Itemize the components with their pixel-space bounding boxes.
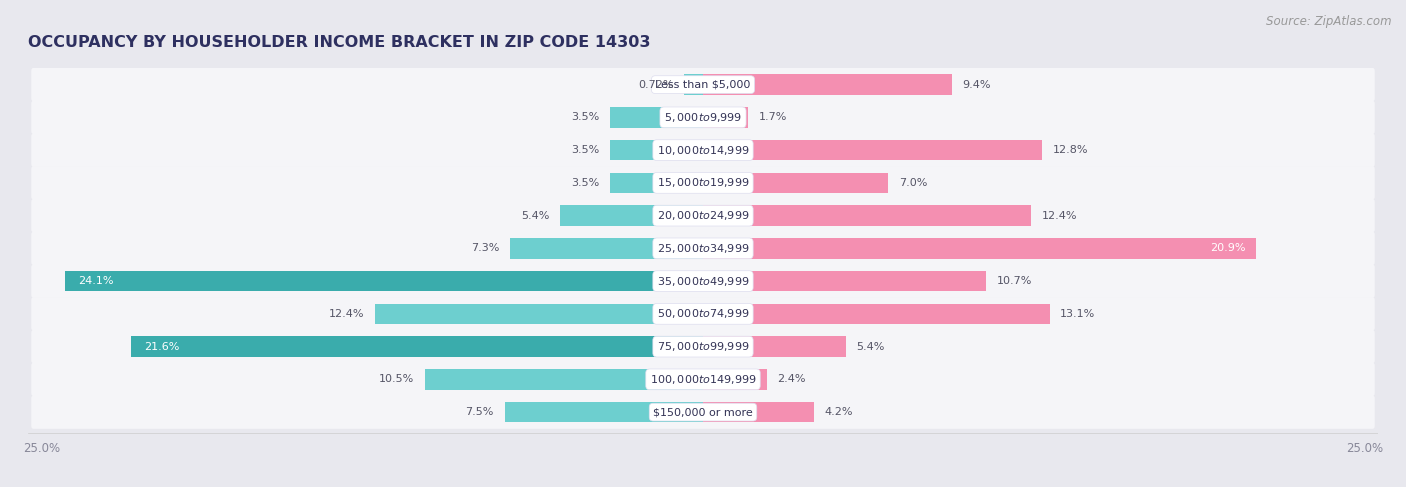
Text: $100,000 to $149,999: $100,000 to $149,999 [650, 373, 756, 386]
Bar [505, 402, 703, 422]
Bar [65, 271, 703, 291]
Text: 7.5%: 7.5% [465, 407, 494, 417]
Bar [425, 369, 703, 390]
Text: 2.4%: 2.4% [778, 375, 806, 384]
Text: $75,000 to $99,999: $75,000 to $99,999 [657, 340, 749, 353]
Text: OCCUPANCY BY HOUSEHOLDER INCOME BRACKET IN ZIP CODE 14303: OCCUPANCY BY HOUSEHOLDER INCOME BRACKET … [28, 36, 651, 50]
FancyBboxPatch shape [31, 68, 1375, 101]
FancyBboxPatch shape [31, 133, 1375, 167]
Text: 10.7%: 10.7% [997, 276, 1032, 286]
Text: $25,000 to $34,999: $25,000 to $34,999 [657, 242, 749, 255]
Bar [703, 304, 1050, 324]
Bar [703, 206, 1031, 226]
FancyBboxPatch shape [31, 166, 1375, 200]
Text: 0.72%: 0.72% [638, 80, 673, 90]
Text: $20,000 to $24,999: $20,000 to $24,999 [657, 209, 749, 222]
Text: $15,000 to $19,999: $15,000 to $19,999 [657, 176, 749, 189]
Bar [703, 107, 748, 128]
FancyBboxPatch shape [31, 199, 1375, 232]
Bar [703, 369, 766, 390]
FancyBboxPatch shape [31, 395, 1375, 429]
Text: 9.4%: 9.4% [962, 80, 991, 90]
Text: 24.1%: 24.1% [79, 276, 114, 286]
Text: $10,000 to $14,999: $10,000 to $14,999 [657, 144, 749, 157]
Text: 20.9%: 20.9% [1211, 244, 1246, 253]
Text: 21.6%: 21.6% [145, 341, 180, 352]
Bar [703, 140, 1042, 160]
Text: 4.2%: 4.2% [825, 407, 853, 417]
Bar [703, 173, 889, 193]
Bar [610, 107, 703, 128]
Bar [610, 140, 703, 160]
Text: 7.0%: 7.0% [898, 178, 927, 188]
FancyBboxPatch shape [31, 232, 1375, 265]
Bar [703, 402, 814, 422]
Text: 5.4%: 5.4% [856, 341, 884, 352]
Text: 3.5%: 3.5% [571, 112, 600, 122]
Bar [375, 304, 703, 324]
Text: 5.4%: 5.4% [522, 210, 550, 221]
Text: 12.4%: 12.4% [329, 309, 364, 319]
Bar [703, 271, 986, 291]
Bar [610, 173, 703, 193]
Text: 7.3%: 7.3% [471, 244, 499, 253]
Bar [131, 337, 703, 357]
Bar [703, 238, 1256, 259]
Bar [510, 238, 703, 259]
Text: $150,000 or more: $150,000 or more [654, 407, 752, 417]
FancyBboxPatch shape [31, 264, 1375, 298]
Text: 1.7%: 1.7% [759, 112, 787, 122]
Text: 3.5%: 3.5% [571, 178, 600, 188]
Text: $5,000 to $9,999: $5,000 to $9,999 [664, 111, 742, 124]
Text: Less than $5,000: Less than $5,000 [655, 80, 751, 90]
Bar [560, 206, 703, 226]
FancyBboxPatch shape [31, 363, 1375, 396]
Bar [683, 75, 703, 95]
FancyBboxPatch shape [31, 101, 1375, 134]
Bar [703, 337, 846, 357]
Text: Source: ZipAtlas.com: Source: ZipAtlas.com [1267, 15, 1392, 28]
FancyBboxPatch shape [31, 297, 1375, 331]
Text: 13.1%: 13.1% [1060, 309, 1095, 319]
Text: 12.4%: 12.4% [1042, 210, 1077, 221]
Text: $35,000 to $49,999: $35,000 to $49,999 [657, 275, 749, 288]
Text: $50,000 to $74,999: $50,000 to $74,999 [657, 307, 749, 320]
Bar [703, 75, 952, 95]
FancyBboxPatch shape [31, 330, 1375, 363]
Text: 12.8%: 12.8% [1052, 145, 1088, 155]
Text: 3.5%: 3.5% [571, 145, 600, 155]
Text: 10.5%: 10.5% [380, 375, 415, 384]
